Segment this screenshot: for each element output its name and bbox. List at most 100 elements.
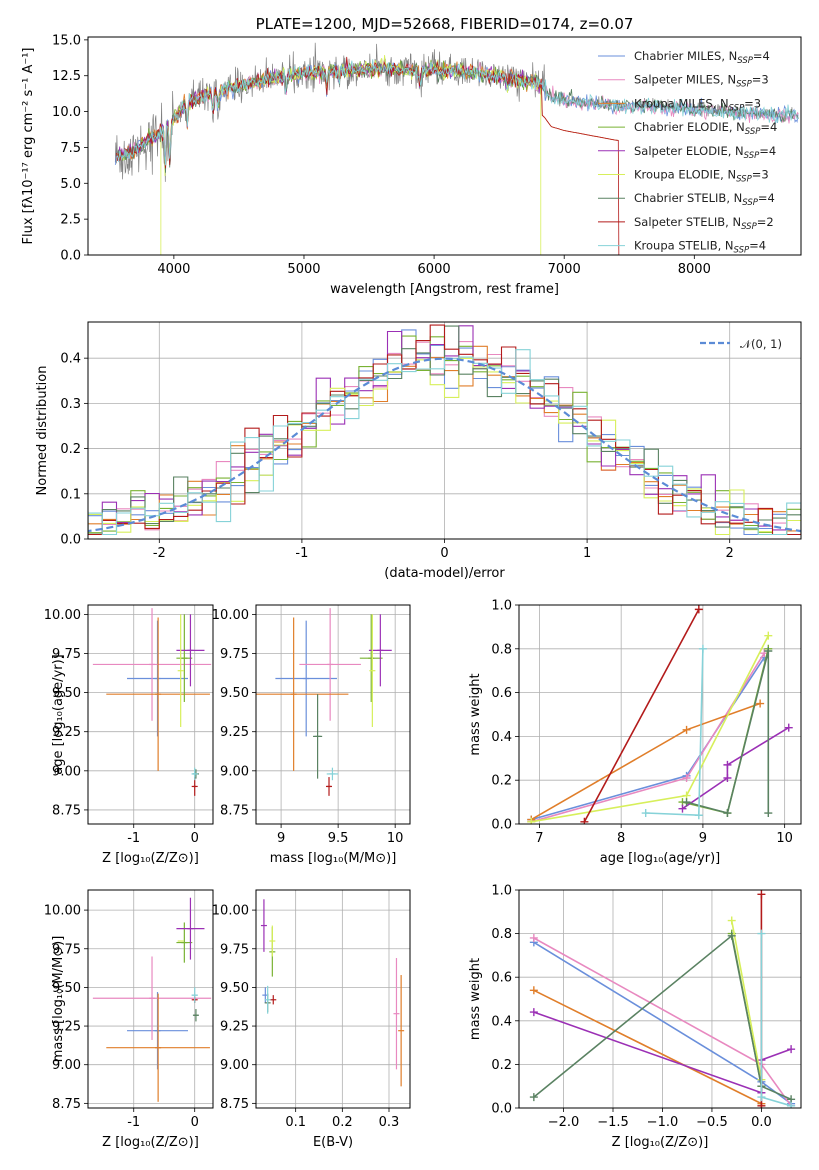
y-tick-label: 8.75 — [52, 803, 81, 818]
legend-entry: Chabrier MILES, NSSP=4 — [634, 49, 770, 66]
y-tick-label: 0.0 — [60, 249, 81, 264]
x-tick-label: 9 — [277, 831, 285, 846]
x-tick-label: 0 — [191, 1115, 199, 1130]
legend-suffix: =3 — [752, 73, 769, 87]
spectrum-axes: 4000 5000 6000 7000 8000 0.0 2.5 5.0 7.5 10.0 12.5… — [21, 33, 711, 297]
weight-marker — [529, 1093, 538, 1102]
weight-marker — [787, 1045, 796, 1054]
weight-marker — [723, 760, 732, 769]
x-axis-label: mass [log₁₀(M/M⊙)] — [270, 851, 397, 866]
x-tick-label: 4000 — [157, 262, 190, 277]
legend-subscript: SSP — [729, 103, 745, 113]
legend-entry: Chabrier ELODIE, NSSP=4 — [634, 120, 777, 137]
legend-subscript: SSP — [744, 151, 760, 161]
x-tick-label: -1 — [127, 1115, 140, 1130]
weight-line — [686, 650, 770, 814]
x-tick-label: 1 — [583, 546, 591, 561]
legend-label: Kroupa MILES, N — [634, 96, 729, 110]
weight-line — [682, 648, 770, 814]
legend-subscript: SSP — [736, 80, 752, 90]
y-tick-label: 10.0 — [52, 105, 81, 120]
x-tick-label: 0.2 — [332, 1115, 353, 1130]
y-tick-label: 0.0 — [491, 1102, 512, 1117]
legend-entry: Salpeter STELIB, NSSP=2 — [634, 215, 774, 232]
mass_vs_ebv-errorbars — [260, 899, 405, 1087]
weight-marker — [678, 804, 687, 813]
y-axis-label: Flux [fλ10⁻¹⁷ erg cm⁻² s⁻¹ A⁻¹] — [21, 48, 36, 245]
weight-line — [682, 726, 790, 810]
x-axis-label: Z [log₁₀(Z/Z⊙)] — [102, 851, 199, 866]
y-tick-label: 12.5 — [52, 69, 81, 84]
weight-marker — [580, 817, 589, 824]
x-tick-label: 8000 — [678, 262, 711, 277]
weight-marker — [787, 1101, 796, 1108]
legend-entry: Kroupa MILES, NSSP=3 — [634, 96, 761, 113]
legend-subscript: SSP — [734, 246, 750, 256]
legend-subscript: SSP — [745, 127, 761, 137]
weight-marker — [764, 631, 773, 640]
mass_vs_Z-axes: -1 0 8.75 9.00 9.25 9.50 9.75 10.00 Z [log₁₀(Z/Z… — [44, 890, 213, 1150]
weight-marker — [529, 1008, 538, 1017]
y-tick-label: 0.3 — [60, 397, 81, 412]
weight-line — [533, 934, 792, 1101]
weight-marker — [757, 890, 766, 899]
legend-entry: Salpeter ELODIE, NSSP=4 — [634, 144, 776, 161]
x-axis-label: E(B-V) — [313, 1135, 353, 1150]
x-tick-label: 8 — [617, 831, 625, 846]
y-tick-label: 9.25 — [52, 725, 81, 740]
age_vs_mass-frame — [255, 604, 411, 825]
legend-entry: Salpeter MILES, NSSP=3 — [634, 73, 769, 90]
legend-label: Chabrier MILES, N — [634, 49, 737, 63]
weight-line — [760, 933, 792, 1107]
x-tick-label: −1.0 — [647, 1115, 679, 1130]
histogram-frame — [87, 321, 802, 540]
y-tick-label: 8.75 — [220, 1097, 249, 1112]
y-tick-label: 8.75 — [52, 1097, 81, 1112]
legend-entry: Chabrier STELIB, NSSP=4 — [634, 191, 775, 208]
model-spectrum-line — [116, 59, 799, 166]
y-tick-label: 0.6 — [491, 971, 512, 986]
y-tick-label: 0.0 — [491, 818, 512, 833]
x-tick-label: 0 — [191, 831, 199, 846]
weight_vs_Z-frame — [518, 889, 802, 1109]
mass_vs_ebv-frame — [255, 889, 411, 1109]
x-tick-label: −2.0 — [548, 1115, 580, 1130]
y-axis-label: mass weight — [468, 958, 483, 1040]
age_vs_mass-axes: 9 9.5 10 8.75 9.00 9.25 9.50 9.75 10.00 mass [log… — [212, 605, 410, 866]
legend-label: Salpeter ELODIE, N — [634, 144, 744, 158]
x-axis-label: Z [log₁₀(Z/Z⊙)] — [102, 1135, 199, 1150]
y-tick-label: 2.5 — [60, 213, 81, 228]
legend-subscript: SSP — [736, 175, 752, 185]
gaussian-curve — [88, 357, 801, 533]
y-tick-label: 0.2 — [491, 1058, 512, 1073]
y-tick-label: 15.0 — [52, 33, 81, 48]
y-tick-label: 9.25 — [220, 725, 249, 740]
weight-line — [645, 648, 704, 817]
y-tick-label: 10.00 — [44, 608, 81, 623]
weight-marker — [694, 811, 703, 820]
y-tick-label: 1.0 — [491, 599, 512, 614]
age_vs_Z-frame — [87, 604, 214, 825]
weight-marker — [694, 605, 703, 614]
x-tick-label: -1 — [295, 546, 308, 561]
spectrum-frame — [87, 36, 802, 256]
mass_vs_ebv-axes: 0.1 0.2 0.3 8.75 9.00 9.25 9.50 9.75 10.00 E(B-V) — [212, 890, 410, 1150]
weight-marker — [764, 809, 773, 818]
weight_vs_Z-axes: −2.0 −1.5 −1.0 −0.5 0.0 0.0 0.2 0.4 0.6 0.8 1.0 Z [… — [468, 884, 801, 1150]
y-tick-label: 9.00 — [52, 1058, 81, 1073]
y-tick-label: 10.00 — [44, 904, 81, 919]
y-tick-label: 9.75 — [52, 942, 81, 957]
weight-marker — [727, 931, 736, 940]
legend-subscript: SSP — [741, 222, 757, 232]
x-tick-label: 6000 — [418, 262, 451, 277]
histogram-series — [88, 324, 801, 536]
weight-marker — [757, 1093, 766, 1102]
y-tick-label: 9.75 — [220, 647, 249, 662]
weight-line — [730, 920, 763, 1080]
legend-suffix: =4 — [758, 191, 775, 205]
x-tick-label: −1.5 — [597, 1115, 629, 1130]
y-tick-label: 10.00 — [212, 904, 249, 919]
y-axis-label: Normed distribution — [35, 366, 50, 496]
